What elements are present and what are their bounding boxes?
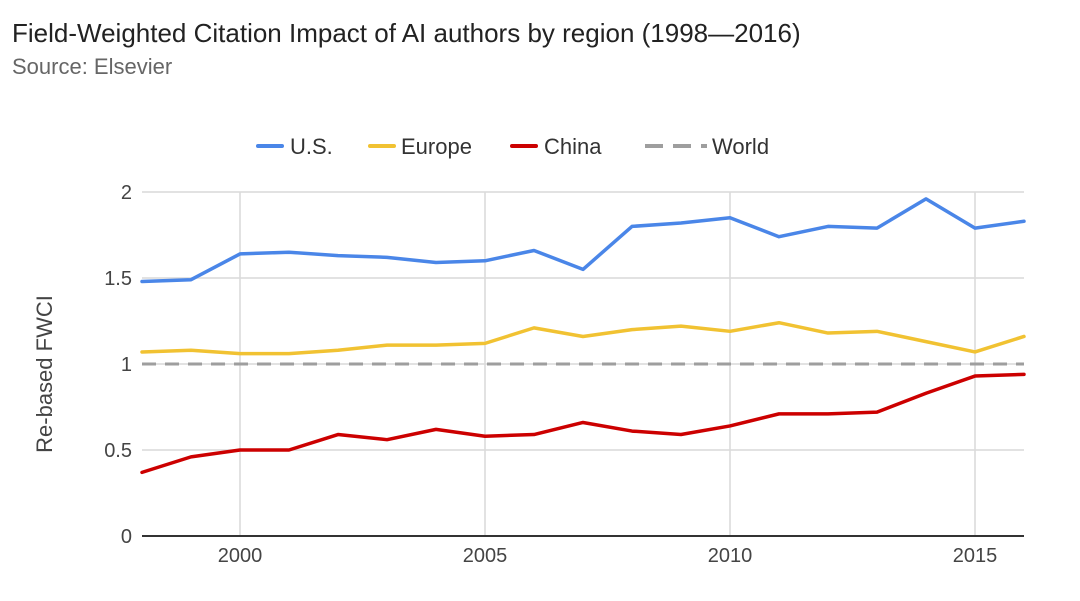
y-tick-label: 0.5 (104, 440, 132, 462)
y-tick-label: 1 (121, 354, 132, 376)
y-axis-title: Re-based FWCI (32, 295, 57, 453)
series-lines (140, 197, 1026, 475)
legend-label-europe: Europe (401, 134, 472, 159)
chart-title: Field-Weighted Citation Impact of AI aut… (12, 18, 801, 48)
x-tick-label: 2000 (218, 545, 263, 567)
chart-subtitle: Source: Elsevier (12, 54, 173, 79)
y-tick-label: 1.5 (104, 268, 132, 290)
x-tick-label: 2010 (708, 545, 753, 567)
y-tick-label: 0 (121, 526, 132, 548)
series-line-china (140, 372, 1026, 475)
x-tick-label: 2015 (953, 545, 998, 567)
y-tick-label: 2 (121, 182, 132, 204)
legend-label-china: China (544, 134, 602, 159)
series-line-europe (140, 320, 1026, 356)
legend: U.S. Europe China World (256, 134, 769, 159)
series-line-u-s (140, 197, 1026, 284)
x-tick-label: 2005 (463, 545, 508, 567)
legend-label-u-s: U.S. (290, 134, 333, 159)
axes: 0 0.5 1 1.5 2 2000 2005 2010 2015 (104, 182, 1024, 567)
legend-label-world: World (712, 134, 769, 159)
